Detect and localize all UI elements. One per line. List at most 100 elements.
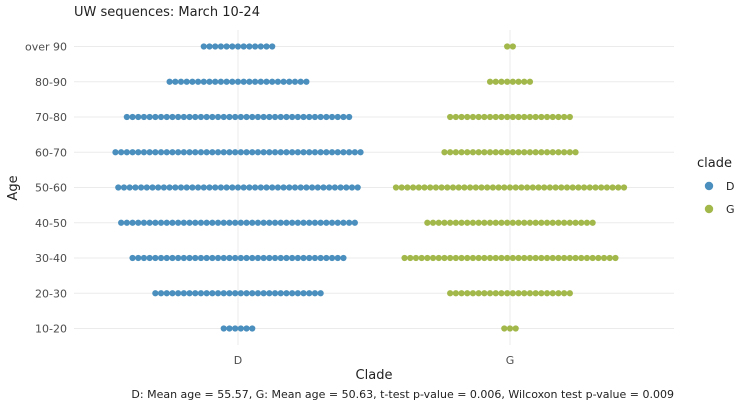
dot-G-20-30: [538, 290, 545, 297]
dot-D-70-80: [237, 113, 244, 121]
dot-G-50-60: [546, 184, 554, 191]
dot-D-50-60: [172, 184, 179, 191]
dot-D-60-70: [220, 149, 227, 156]
dot-G-50-60: [598, 184, 605, 191]
dot-G-40-50: [572, 219, 579, 226]
dot-D-20-30: [226, 290, 233, 297]
dot-G-30-40: [509, 254, 516, 262]
dot-D-50-60: [149, 184, 156, 191]
dot-D-50-60: [252, 184, 259, 191]
dot-D-10-20: [226, 325, 233, 332]
dot-D-50-60: [303, 184, 310, 191]
dot-G-50-60: [575, 184, 582, 191]
dot-G-20-30: [498, 290, 505, 297]
dot-D-20-30: [192, 290, 199, 297]
dot-G-60-70: [464, 149, 471, 156]
dot-G-40-50: [424, 219, 431, 226]
dot-D-60-70: [346, 149, 353, 156]
dot-D-40-50: [351, 219, 358, 226]
dot-G-20-30: [521, 290, 528, 297]
dot-G-60-70: [572, 149, 579, 156]
dot-G-50-60: [512, 184, 519, 191]
dot-D-over-90: [252, 43, 259, 50]
dot-D-40-50: [209, 219, 216, 226]
dot-G-50-60: [484, 184, 491, 191]
dot-D-60-70: [146, 149, 153, 156]
dot-G-30-40: [600, 254, 608, 262]
dot-D-20-30: [175, 290, 182, 297]
dot-G-70-80: [492, 113, 499, 121]
dot-D-60-70: [266, 149, 273, 156]
dot-D-20-30: [271, 290, 279, 297]
dot-G-20-30: [555, 290, 562, 297]
dot-D-50-60: [120, 184, 128, 191]
dot-G-60-70: [481, 149, 488, 156]
dot-D-40-50: [220, 219, 227, 226]
dot-D-30-40: [254, 254, 262, 262]
dot-D-30-40: [203, 254, 210, 262]
dot-G-40-50: [435, 219, 442, 226]
dot-G-30-40: [424, 254, 431, 262]
dot-G-50-60: [558, 184, 565, 191]
dot-D-20-30: [203, 290, 210, 297]
dot-G-50-60: [444, 184, 451, 191]
dot-G-70-80: [543, 113, 551, 121]
dot-D-30-40: [186, 254, 193, 262]
dot-D-70-80: [323, 113, 330, 121]
dot-G-40-50: [498, 219, 505, 226]
dot-G-30-40: [583, 254, 591, 262]
dot-G-40-50: [526, 219, 534, 226]
dot-D-70-80: [214, 113, 222, 121]
dot-D-30-40: [340, 254, 347, 262]
dot-G-80-90: [526, 78, 534, 85]
dot-G-70-80: [561, 113, 568, 121]
dot-D-70-80: [294, 113, 301, 121]
dot-G-30-40: [469, 254, 477, 262]
dot-G-30-40: [447, 254, 454, 262]
dot-D-60-70: [294, 149, 301, 156]
dot-G-20-30: [526, 290, 534, 297]
dot-D-70-80: [157, 113, 165, 121]
dot-G-30-40: [458, 254, 465, 262]
dot-D-60-70: [340, 149, 347, 156]
dot-G-80-90: [498, 78, 505, 85]
dot-D-40-50: [203, 219, 210, 226]
dot-G-40-50: [475, 219, 482, 226]
dot-D-30-40: [232, 254, 239, 262]
dot-D-80-90: [172, 78, 179, 85]
dot-D-70-80: [232, 113, 239, 121]
dot-D-30-40: [260, 254, 267, 262]
dot-D-50-60: [212, 184, 219, 191]
dot-D-30-40: [226, 254, 233, 262]
dot-D-over-90: [206, 43, 213, 50]
dot-D-70-80: [129, 113, 136, 121]
dot-G-30-40: [429, 254, 437, 262]
dot-D-20-30: [317, 290, 324, 297]
dot-G-70-80: [549, 113, 556, 121]
dot-D-40-50: [323, 219, 330, 226]
dot-G-30-40: [464, 254, 471, 262]
dot-G-20-30: [469, 290, 477, 297]
dot-D-40-50: [254, 219, 262, 226]
dot-D-40-50: [175, 219, 182, 226]
dot-D-30-40: [175, 254, 182, 262]
dot-G-50-60: [449, 184, 457, 191]
y-tick-label: 50-60: [35, 182, 67, 195]
dot-G-20-30: [492, 290, 499, 297]
dot-G-70-80: [458, 113, 465, 121]
dot-D-20-30: [277, 290, 284, 297]
dot-G-80-90: [504, 78, 511, 85]
dot-D-60-70: [289, 149, 296, 156]
dot-D-60-70: [112, 149, 119, 156]
dot-G-30-40: [572, 254, 579, 262]
dot-G-20-30: [458, 290, 465, 297]
dot-D-over-90: [269, 43, 276, 50]
dot-D-70-80: [254, 113, 262, 121]
dot-G-20-30: [464, 290, 471, 297]
dot-D-50-60: [200, 184, 207, 191]
dot-D-20-30: [300, 290, 307, 297]
dot-D-30-40: [237, 254, 244, 262]
dot-G-40-50: [486, 219, 494, 226]
dot-D-30-40: [146, 254, 153, 262]
